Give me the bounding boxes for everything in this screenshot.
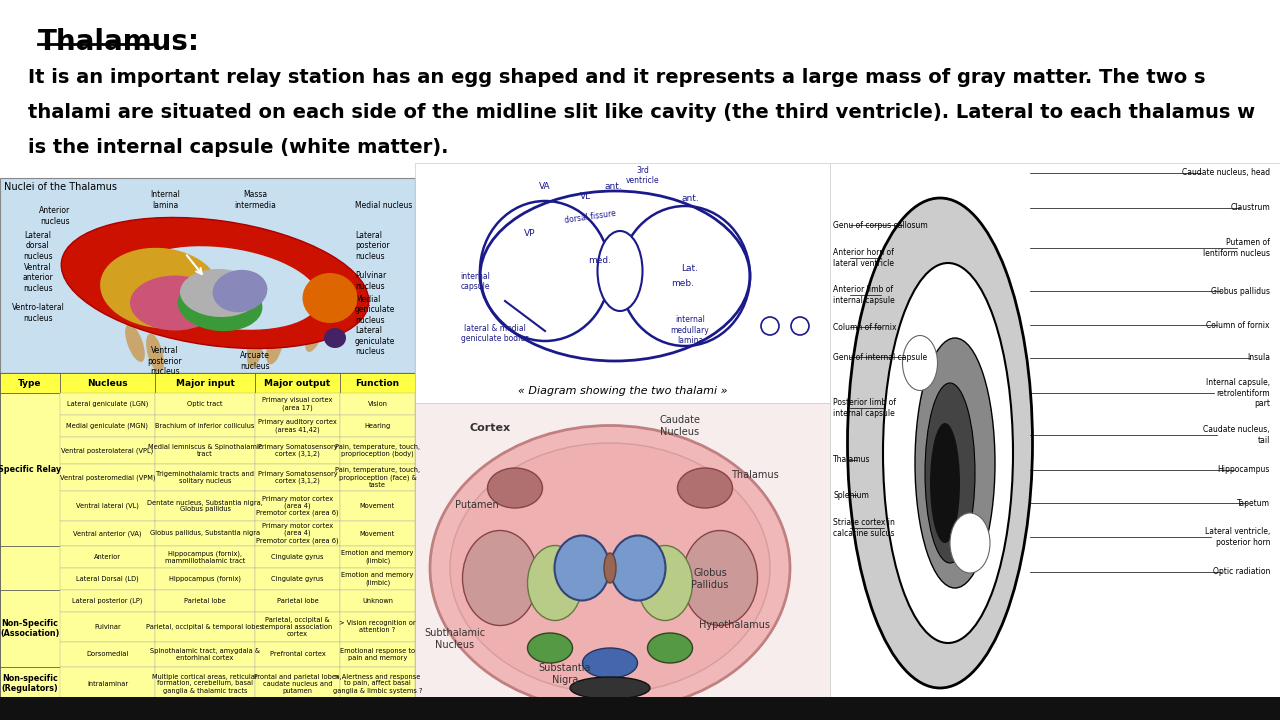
Text: Non-specific
(Regulators): Non-specific (Regulators) [1,674,59,693]
Text: Nucleus: Nucleus [87,379,128,387]
Text: Lateral posterior (LP): Lateral posterior (LP) [72,598,143,604]
Text: Non-Specific
(Association): Non-Specific (Association) [0,618,60,638]
Text: Ventral posterolateral (VPL): Ventral posterolateral (VPL) [61,447,154,454]
Text: « Diagram showing the two thalami »: « Diagram showing the two thalami » [517,386,727,396]
Text: meb.: meb. [672,279,695,288]
Bar [255,393,340,415]
Bar [340,373,415,393]
Text: Column of fornix: Column of fornix [1207,320,1270,330]
Text: Unknown: Unknown [362,598,393,604]
Ellipse shape [915,338,995,588]
Text: Substantia
Nigra: Substantia Nigra [539,663,591,685]
Ellipse shape [125,324,145,362]
Text: Medial
geniculate
nucleus: Medial geniculate nucleus [355,295,396,325]
Ellipse shape [247,328,264,368]
Ellipse shape [847,198,1033,688]
Text: med.: med. [589,256,612,265]
Text: Column of fornix: Column of fornix [833,323,896,331]
Text: dorsal fissure: dorsal fissure [563,209,616,225]
Ellipse shape [925,383,975,563]
Text: ant.: ant. [604,182,622,191]
Text: Cingulate gyrus: Cingulate gyrus [271,554,324,560]
Text: Primary motor cortex
(area 4)
Premotor cortex (area 6): Primary motor cortex (area 4) Premotor c… [256,495,339,516]
Text: Massa
intermedia: Massa intermedia [234,190,276,210]
Ellipse shape [598,231,643,311]
Bar [255,415,340,437]
Ellipse shape [527,633,572,663]
Text: Internal
lamina: Internal lamina [150,190,180,210]
Bar [155,642,255,667]
Text: Ventral
posterior
nucleus: Ventral posterior nucleus [147,346,182,376]
Ellipse shape [462,531,538,626]
Text: It is an important relay station has an egg shaped and it represents a large mas: It is an important relay station has an … [28,68,1206,87]
Text: Primary auditory cortex
(areas 41,42): Primary auditory cortex (areas 41,42) [259,419,337,433]
Bar [60,464,155,491]
Ellipse shape [883,263,1012,643]
Text: Primary Somatosensory
cortex (3,1,2): Primary Somatosensory cortex (3,1,2) [257,471,338,485]
Text: Tapetum: Tapetum [1236,498,1270,508]
Text: Parietal, occipital & temporal lobes: Parietal, occipital & temporal lobes [146,624,264,630]
Bar [155,464,255,491]
Bar [0,178,415,373]
Text: Pain, temperature, touch,
proprioception (face) &
taste: Pain, temperature, touch, proprioception… [335,467,420,487]
Ellipse shape [950,513,989,573]
Text: Vision: Vision [367,401,388,407]
Text: Anterior limb of
internal capsule: Anterior limb of internal capsule [833,285,895,305]
Ellipse shape [178,279,262,331]
Text: Dorsomedial: Dorsomedial [86,652,128,657]
Text: Internal capsule,
retrolentiform
part: Internal capsule, retrolentiform part [1206,378,1270,408]
Text: Anterior
nucleus: Anterior nucleus [40,207,70,225]
Bar [340,521,415,546]
Text: Prefrontal cortex: Prefrontal cortex [270,652,325,657]
Bar [0,373,60,393]
Text: Type: Type [18,379,42,387]
Text: Putamen: Putamen [454,500,499,510]
Ellipse shape [305,314,325,352]
Ellipse shape [100,248,220,328]
Bar [255,568,340,590]
Bar [155,667,255,700]
Bar [155,415,255,437]
Text: Ventral posteromedial (VPM): Ventral posteromedial (VPM) [60,474,155,481]
Bar [255,667,340,700]
Text: Putamen of
lentiform nucleus: Putamen of lentiform nucleus [1203,238,1270,258]
Text: Frontal and parietal lobes,
caudate nucleus and
putamen: Frontal and parietal lobes, caudate nucl… [253,673,342,693]
Text: Parietal lobe: Parietal lobe [184,598,225,604]
Text: Cingulate gyrus: Cingulate gyrus [271,576,324,582]
Bar [340,491,415,521]
Ellipse shape [554,536,609,600]
Text: Anterior: Anterior [93,554,122,560]
Text: Hippocampus (fornix): Hippocampus (fornix) [169,576,241,582]
Bar [60,667,155,700]
Ellipse shape [451,443,771,693]
Ellipse shape [902,336,937,390]
Text: Lateral
dorsal
nucleus: Lateral dorsal nucleus [23,231,52,261]
Ellipse shape [611,536,666,600]
Bar [0,697,1280,720]
Bar [155,546,255,568]
Text: Globus pallidus: Globus pallidus [1211,287,1270,295]
Text: Movement: Movement [360,503,396,509]
Bar [60,393,155,415]
Text: Ventral
anterior
nucleus: Ventral anterior nucleus [23,263,54,293]
Text: Emotional response to
pain and memory: Emotional response to pain and memory [340,648,415,661]
Bar [60,491,155,521]
Text: Lateral Dorsal (LD): Lateral Dorsal (LD) [76,576,138,582]
Bar [340,546,415,568]
Text: Optic tract: Optic tract [187,401,223,407]
Text: thalami are situated on each side of the midline slit like cavity (the third ven: thalami are situated on each side of the… [28,103,1256,122]
Text: Medial lemniscus & Spinothalamic
tract: Medial lemniscus & Spinothalamic tract [147,444,262,457]
Text: Hippocampus: Hippocampus [1217,466,1270,474]
Ellipse shape [637,546,692,621]
Text: Insula: Insula [1247,354,1270,362]
Text: Splenium: Splenium [833,490,869,500]
Text: Genu of internal capsule: Genu of internal capsule [833,353,927,361]
Bar [60,373,155,393]
Text: lateral & medial
geniculate bodies: lateral & medial geniculate bodies [461,323,529,343]
Bar [340,437,415,464]
Bar [255,491,340,521]
Bar [0,393,60,546]
Bar [340,464,415,491]
Ellipse shape [180,269,260,317]
Text: Function: Function [356,379,399,387]
